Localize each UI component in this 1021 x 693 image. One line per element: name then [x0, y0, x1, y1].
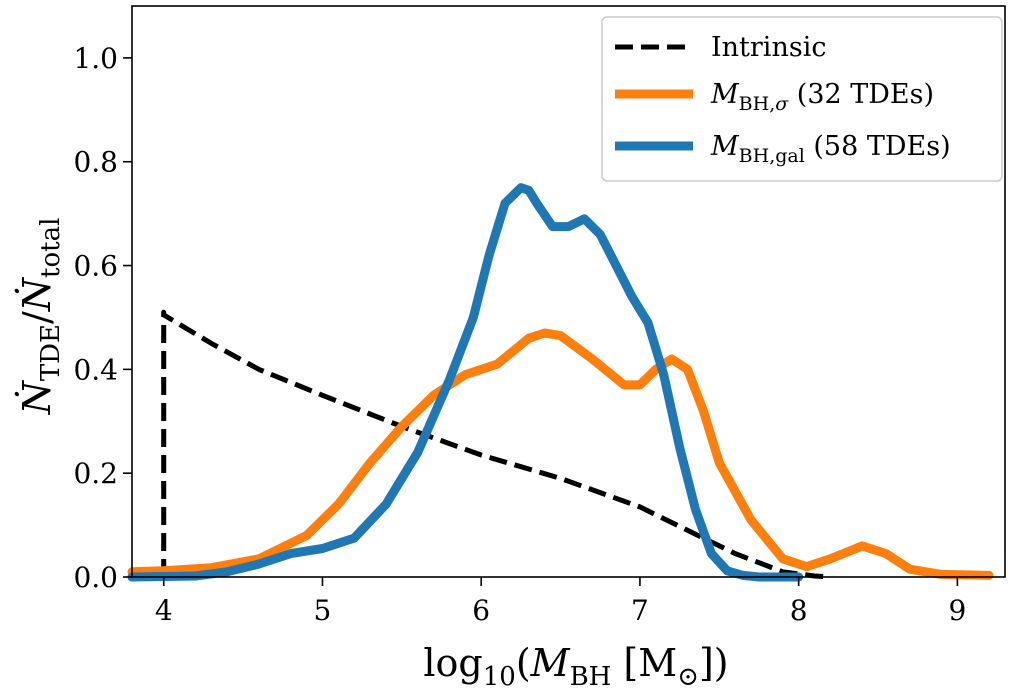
legend-label-mbh-gal: MBH,gal (58 TDEs)	[710, 131, 951, 167]
y-tick-label: 0.2	[73, 457, 118, 490]
legend-label-intrinsic: Intrinsic	[711, 32, 826, 63]
y-tick-label: 0.4	[73, 353, 118, 386]
x-tick-label: 6	[472, 594, 490, 627]
legend: Intrinsic MBH,σ (32 TDEs) MBH,gal (58 TD…	[601, 16, 1003, 182]
series-line-intrinsic	[161, 309, 831, 580]
x-tick-label: 8	[790, 594, 808, 627]
y-tick-label: 1.0	[73, 42, 118, 75]
x-tick-label: 9	[948, 594, 966, 627]
y-tick-label: 0.6	[73, 250, 118, 283]
x-tick-label: 4	[155, 594, 173, 627]
series-layer	[127, 183, 994, 582]
legend-label-mbh-sigma: MBH,σ (32 TDEs)	[710, 79, 934, 115]
y-tick-label: 0.0	[73, 561, 118, 594]
x-axis-label: log10(MBH [M⊙])	[423, 641, 728, 689]
series-line-mbh-gal	[127, 183, 804, 582]
x-axis-label-log-sub: 10	[483, 662, 516, 689]
legend-box	[601, 16, 1003, 182]
series-line-mbh-sigma	[127, 328, 994, 580]
x-tick-label: 5	[314, 594, 332, 627]
x-axis-label-log: log	[423, 641, 482, 685]
y-axis-label: ṄTDE/Ṅtotal	[15, 218, 66, 416]
ticks-layer: 4 5 6 7 8 9 0.0 0.2 0.4 0.6 0.8 1.0	[73, 42, 966, 627]
y-tick-label: 0.8	[73, 146, 118, 179]
x-tick-label: 7	[631, 594, 649, 627]
axes-frame	[131, 5, 1006, 578]
